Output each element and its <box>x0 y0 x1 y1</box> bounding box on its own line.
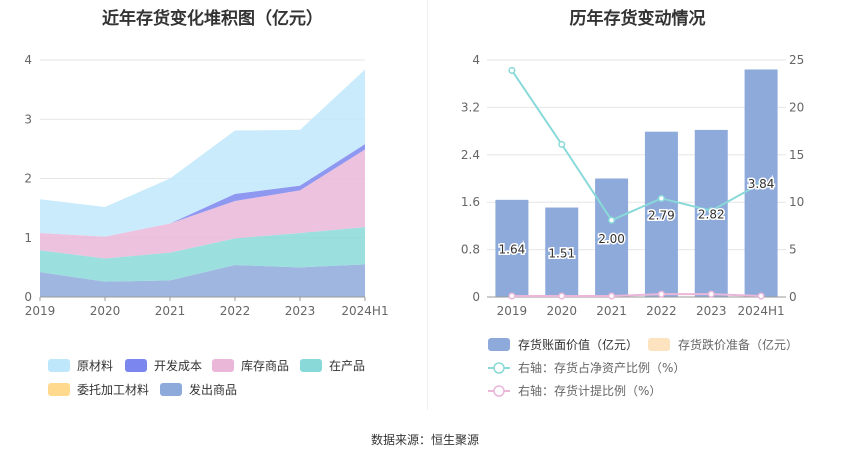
x-tick-label: 2021 <box>155 304 186 318</box>
x-tick-label: 2022 <box>646 304 677 318</box>
legend-swatch <box>212 359 234 372</box>
legend-swatch <box>48 383 70 396</box>
y-tick-label: 3 <box>24 112 32 126</box>
y-tick-label: 2 <box>24 172 32 186</box>
left-y-tick-label: 1.6 <box>461 195 480 209</box>
x-tick-label: 2024H1 <box>341 304 388 318</box>
line-point <box>558 292 566 300</box>
legend-marker <box>493 362 505 374</box>
line-point <box>707 290 715 298</box>
left-chart-title: 近年存货变化堆积图（亿元） <box>102 9 323 29</box>
line-point <box>508 66 516 74</box>
legend-label: 发出商品 <box>189 382 237 397</box>
line-point <box>657 194 665 202</box>
left-y-tick-label: 2.4 <box>461 148 480 162</box>
bar-2019 <box>495 199 529 297</box>
area-series-发出商品 <box>40 264 365 297</box>
line-point <box>657 290 665 298</box>
x-tick-label: 2023 <box>285 304 316 318</box>
legend-swatch <box>48 359 70 372</box>
legend-label: 存货账面价值（亿元） <box>518 337 638 352</box>
bar-value-label: 1.64 <box>499 242 526 256</box>
bar-2020 <box>545 207 579 297</box>
legend-label: 原材料 <box>77 359 113 373</box>
bar-value-label: 2.79 <box>648 208 675 222</box>
line-point <box>608 292 616 300</box>
x-tick-label: 2024H1 <box>737 304 784 318</box>
line-point <box>757 179 765 187</box>
x-tick-label: 2021 <box>596 304 627 318</box>
legend-swatch <box>125 359 147 372</box>
bar-2022 <box>644 131 678 297</box>
legend-marker <box>493 385 505 397</box>
left-y-tick-label: 0 <box>472 290 480 304</box>
x-tick-label: 2020 <box>546 304 577 318</box>
y-tick-label: 0 <box>24 290 32 304</box>
bar-line-chart: 0 0.8 1.6 2.4 3.2 4 0 5 10 15 20 25 2019 2020 2021 2022… <box>461 53 804 398</box>
line-point <box>757 292 765 300</box>
line-series-2 <box>511 293 762 298</box>
area-series-库存商品 <box>40 149 365 259</box>
x-tick-label: 2019 <box>497 304 528 318</box>
x-tick-label: 2020 <box>90 304 121 318</box>
left-y-tick-label: 3.2 <box>461 100 480 114</box>
legend-swatch <box>160 383 182 396</box>
legend-label: 委托加工材料 <box>77 383 149 397</box>
right-y-tick-label: 0 <box>789 290 797 304</box>
y-tick-label: 1 <box>24 231 32 245</box>
right-y-tick-label: 20 <box>789 100 804 114</box>
bar-2021 <box>595 178 629 297</box>
area-series-在产品 <box>40 227 365 282</box>
bar-value-label: 1.51 <box>548 246 575 260</box>
legend-label: 在产品 <box>329 359 365 373</box>
line-point <box>558 140 566 148</box>
right-y-tick-label: 10 <box>789 195 804 209</box>
right-y-tick-label: 25 <box>789 53 804 67</box>
right-y-tick-label: 15 <box>789 148 804 162</box>
left-y-tick-label: 0.8 <box>461 243 480 257</box>
legend-label: 开发成本 <box>154 358 202 373</box>
x-tick-label: 2023 <box>696 304 727 318</box>
right-chart-title: 历年存货变动情况 <box>569 9 706 29</box>
divider <box>427 0 428 410</box>
x-tick-label: 2019 <box>25 304 56 318</box>
legend-label: 存货跌价准备（亿元） <box>678 337 798 352</box>
bar-value-label: 3.84 <box>748 177 775 191</box>
bar-value-label: 2.00 <box>598 232 625 246</box>
legend-swatch <box>300 359 322 372</box>
bar-value-label: 2.82 <box>698 207 725 221</box>
line-point <box>508 292 516 300</box>
line-point <box>707 207 715 215</box>
area-series-开发成本 <box>40 144 365 237</box>
left-y-tick-label: 4 <box>472 53 480 67</box>
stacked-area-chart: 0 1 2 3 4 2019 2020 2021 2022 2023 2024H1 原材料 开发成本 库存… <box>24 53 388 397</box>
legend-swatch <box>648 338 670 351</box>
source-note: 数据来源：恒生聚源 <box>370 433 479 447</box>
legend-label: 右轴：存货占净资产比例（%） <box>518 360 685 375</box>
line-series-1 <box>511 69 762 222</box>
line-point <box>608 216 616 224</box>
area-series-原材料 <box>40 69 365 237</box>
x-tick-label: 2022 <box>220 304 251 318</box>
legend-label: 右轴：存货计提比例（%） <box>518 383 661 398</box>
legend-label: 库存商品 <box>241 358 289 373</box>
legend-swatch <box>488 338 510 351</box>
right-y-tick-label: 5 <box>789 243 797 257</box>
y-tick-label: 4 <box>24 53 32 67</box>
